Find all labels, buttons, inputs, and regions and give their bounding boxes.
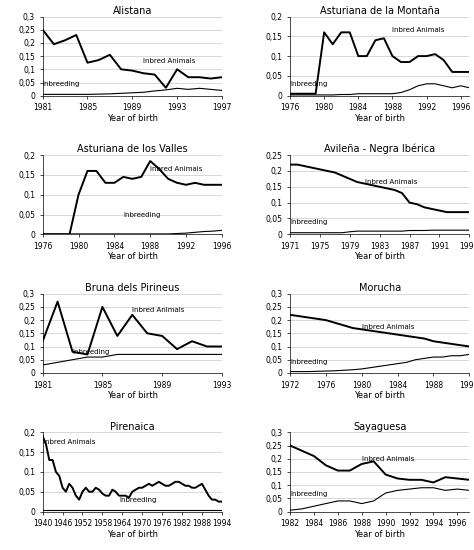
Text: Inbreeding: Inbreeding [290,219,328,224]
Text: Inbred Animals: Inbred Animals [150,166,202,172]
Text: Inbreeding: Inbreeding [73,349,110,355]
Title: Pirenaica: Pirenaica [110,421,155,432]
Title: Asturiana de la Montaña: Asturiana de la Montaña [319,6,439,16]
Text: Inbred Animals: Inbred Animals [392,28,445,34]
Text: Inbreeding: Inbreeding [119,497,156,503]
Text: Inbred Animals: Inbred Animals [362,324,414,329]
Text: Inbred Animals: Inbred Animals [144,58,196,64]
Text: Inbreeding: Inbreeding [43,81,80,87]
X-axis label: Year of birth: Year of birth [354,252,405,261]
Title: Alistana: Alistana [113,6,152,16]
X-axis label: Year of birth: Year of birth [354,114,405,123]
X-axis label: Year of birth: Year of birth [107,114,158,123]
X-axis label: Year of birth: Year of birth [354,530,405,538]
Title: Avileña - Negra Ibérica: Avileña - Negra Ibérica [324,144,435,155]
Title: Bruna dels Pirineus: Bruna dels Pirineus [85,283,180,293]
Title: Sayaguesa: Sayaguesa [353,421,406,432]
Text: Inbreeding: Inbreeding [290,491,328,497]
Text: Inbred Animals: Inbred Animals [132,306,185,312]
X-axis label: Year of birth: Year of birth [107,391,158,400]
X-axis label: Year of birth: Year of birth [107,252,158,261]
Text: Inbreeding: Inbreeding [290,81,328,87]
X-axis label: Year of birth: Year of birth [354,391,405,400]
Title: Asturiana de los Valles: Asturiana de los Valles [77,144,188,155]
Text: Inbred Animals: Inbred Animals [43,439,95,445]
Text: Inbred Animals: Inbred Animals [362,456,414,461]
Title: Morucha: Morucha [358,283,401,293]
X-axis label: Year of birth: Year of birth [107,530,158,538]
Text: Inbreeding: Inbreeding [123,212,161,218]
Text: Inbreeding: Inbreeding [290,359,328,365]
Text: Inbred Animals: Inbred Animals [365,179,417,185]
